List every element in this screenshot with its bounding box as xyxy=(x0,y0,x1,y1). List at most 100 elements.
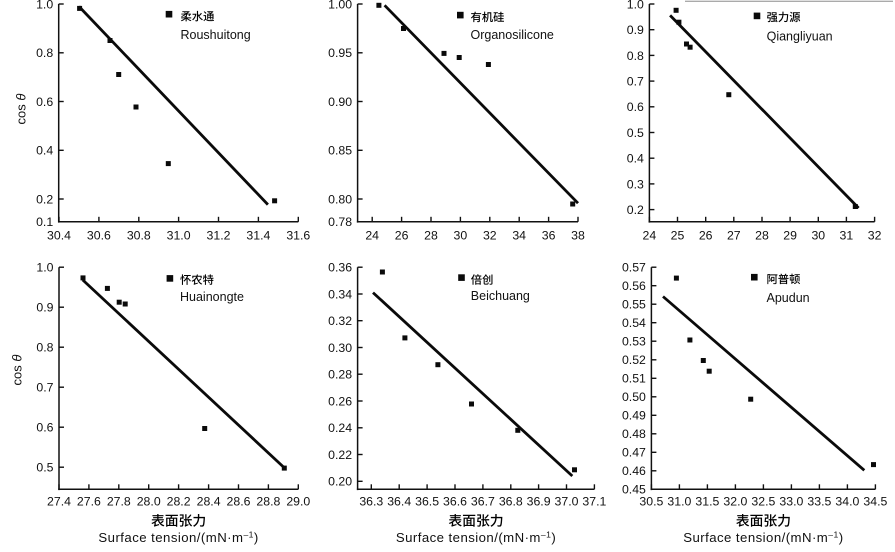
svg-text:0.47: 0.47 xyxy=(622,446,646,460)
svg-text:0.26: 0.26 xyxy=(328,394,352,408)
svg-text:36.5: 36.5 xyxy=(415,495,439,509)
svg-text:0.5: 0.5 xyxy=(36,461,53,475)
svg-text:27.6: 27.6 xyxy=(77,495,101,509)
svg-text:34.0: 34.0 xyxy=(835,495,859,509)
svg-text:24: 24 xyxy=(643,228,657,242)
svg-text:0.90: 0.90 xyxy=(328,95,352,109)
svg-text:0.7: 0.7 xyxy=(627,75,644,89)
svg-text:34: 34 xyxy=(512,228,526,242)
svg-text:33.0: 33.0 xyxy=(779,495,803,509)
svg-text:28.0: 28.0 xyxy=(137,495,161,509)
svg-text:30.4: 30.4 xyxy=(47,228,71,242)
svg-text:Organosilicone: Organosilicone xyxy=(471,28,554,42)
svg-text:38: 38 xyxy=(571,228,585,242)
svg-text:0.46: 0.46 xyxy=(622,464,646,478)
svg-text:1.0: 1.0 xyxy=(627,0,644,11)
svg-text:0.24: 0.24 xyxy=(328,421,352,435)
svg-text:1.0: 1.0 xyxy=(36,261,53,275)
svg-text:0.56: 0.56 xyxy=(622,279,646,293)
svg-text:30: 30 xyxy=(454,228,468,242)
svg-text:Surface tension/(mN·m–1): Surface tension/(mN·m–1) xyxy=(683,530,843,546)
svg-text:0.57: 0.57 xyxy=(622,261,646,275)
svg-text:0.1: 0.1 xyxy=(36,215,53,229)
svg-text:0.95: 0.95 xyxy=(328,46,352,60)
svg-text:0.55: 0.55 xyxy=(622,298,646,312)
svg-text:36.7: 36.7 xyxy=(471,495,495,509)
svg-text:0.6: 0.6 xyxy=(36,421,53,435)
svg-text:0.2: 0.2 xyxy=(36,192,53,206)
svg-text:1.0: 1.0 xyxy=(36,0,53,11)
svg-text:32: 32 xyxy=(483,228,497,242)
svg-text:30.8: 30.8 xyxy=(127,228,151,242)
svg-text:0.22: 0.22 xyxy=(328,448,352,462)
svg-text:Surface tension/(mN·m–1): Surface tension/(mN·m–1) xyxy=(98,530,258,546)
svg-text:28.8: 28.8 xyxy=(256,495,280,509)
svg-text:30.6: 30.6 xyxy=(87,228,111,242)
svg-text:0.8: 0.8 xyxy=(36,341,53,355)
svg-text:30.5: 30.5 xyxy=(639,495,663,509)
svg-text:32: 32 xyxy=(868,228,882,242)
svg-text:36.3: 36.3 xyxy=(359,495,383,509)
svg-text:0.28: 0.28 xyxy=(328,368,352,382)
svg-text:cos θ: cos θ xyxy=(9,355,24,386)
svg-text:0.48: 0.48 xyxy=(622,427,646,441)
svg-text:0.50: 0.50 xyxy=(622,390,646,404)
svg-text:31.0: 31.0 xyxy=(667,495,691,509)
svg-text:26: 26 xyxy=(395,228,409,242)
svg-text:0.80: 0.80 xyxy=(328,192,352,206)
svg-text:0.78: 0.78 xyxy=(328,215,352,229)
svg-text:28.2: 28.2 xyxy=(167,495,191,509)
svg-text:36.6: 36.6 xyxy=(443,495,467,509)
svg-text:29.0: 29.0 xyxy=(286,495,310,509)
svg-text:0.9: 0.9 xyxy=(36,301,53,315)
svg-text:27.8: 27.8 xyxy=(107,495,131,509)
svg-text:0.7: 0.7 xyxy=(36,381,53,395)
svg-text:28.6: 28.6 xyxy=(227,495,251,509)
svg-text:0.5: 0.5 xyxy=(627,126,644,140)
svg-text:0.8: 0.8 xyxy=(36,46,53,60)
svg-text:0.9: 0.9 xyxy=(627,23,644,37)
svg-text:31.2: 31.2 xyxy=(207,228,231,242)
svg-text:29: 29 xyxy=(783,228,797,242)
svg-text:0.8: 0.8 xyxy=(627,49,644,63)
svg-text:Apudun: Apudun xyxy=(767,291,810,305)
svg-text:25: 25 xyxy=(671,228,685,242)
svg-text:31: 31 xyxy=(840,228,854,242)
svg-text:36.9: 36.9 xyxy=(527,495,551,509)
svg-text:31.0: 31.0 xyxy=(167,228,191,242)
svg-text:1.00: 1.00 xyxy=(328,0,352,11)
svg-text:Surface tension/(mN·m–1): Surface tension/(mN·m–1) xyxy=(396,530,556,546)
svg-text:Huainongte: Huainongte xyxy=(180,290,244,304)
svg-text:28: 28 xyxy=(755,228,769,242)
svg-text:33.5: 33.5 xyxy=(807,495,831,509)
svg-text:0.49: 0.49 xyxy=(622,409,646,423)
svg-text:0.20: 0.20 xyxy=(328,475,352,489)
svg-text:0.53: 0.53 xyxy=(622,335,646,349)
svg-text:32.0: 32.0 xyxy=(723,495,747,509)
svg-text:Roushuitong: Roushuitong xyxy=(181,28,251,42)
svg-text:31.6: 31.6 xyxy=(286,228,310,242)
svg-text:0.6: 0.6 xyxy=(627,100,644,114)
svg-text:26: 26 xyxy=(699,228,713,242)
svg-text:24: 24 xyxy=(365,228,379,242)
svg-text:37.0: 37.0 xyxy=(555,495,579,509)
svg-text:36: 36 xyxy=(542,228,556,242)
svg-text:36.4: 36.4 xyxy=(387,495,411,509)
svg-text:0.52: 0.52 xyxy=(622,353,646,367)
svg-text:0.51: 0.51 xyxy=(622,372,646,386)
svg-text:0.6: 0.6 xyxy=(36,95,53,109)
svg-text:0.85: 0.85 xyxy=(328,144,352,158)
svg-text:37.1: 37.1 xyxy=(582,495,606,509)
svg-text:0.34: 0.34 xyxy=(328,287,352,301)
svg-text:0.45: 0.45 xyxy=(622,483,646,497)
svg-text:0.4: 0.4 xyxy=(36,144,53,158)
svg-text:0.32: 0.32 xyxy=(328,314,352,328)
svg-text:0.4: 0.4 xyxy=(627,152,644,166)
svg-text:27: 27 xyxy=(727,228,741,242)
svg-text:0.54: 0.54 xyxy=(622,316,646,330)
svg-text:Beichuang: Beichuang xyxy=(471,289,530,303)
svg-text:cos θ: cos θ xyxy=(13,94,28,125)
svg-text:27.4: 27.4 xyxy=(47,495,71,509)
svg-text:30: 30 xyxy=(811,228,825,242)
svg-text:0.36: 0.36 xyxy=(328,261,352,275)
